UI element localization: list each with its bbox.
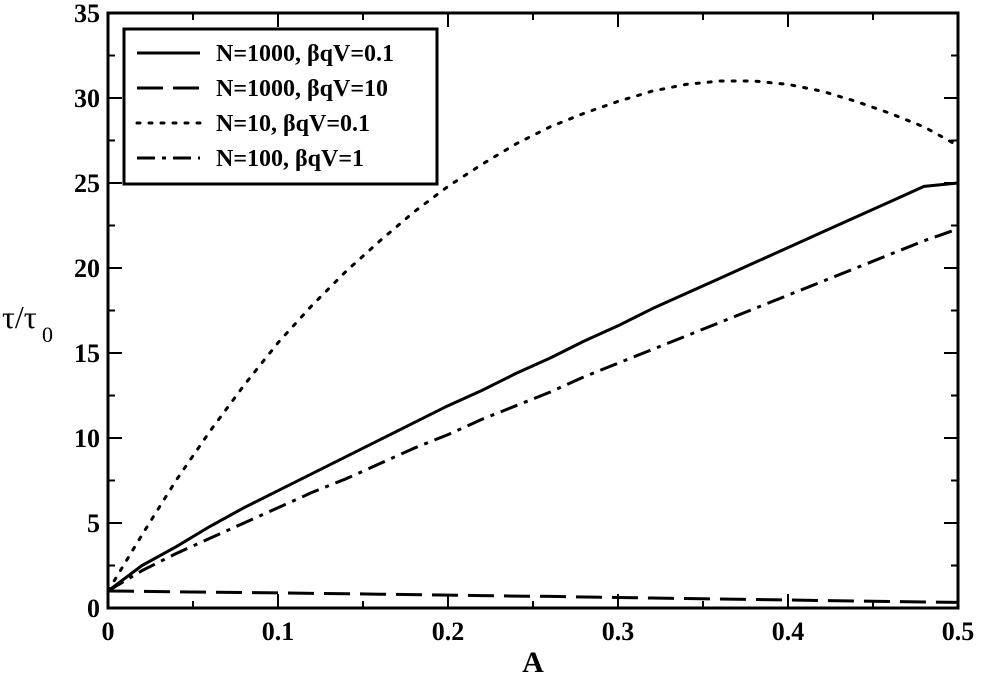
x-tick-label: 0.4 bbox=[772, 617, 805, 646]
legend-label-2: N=1000, βqV=10 bbox=[216, 76, 388, 102]
legend-label-3: N=10, βqV=0.1 bbox=[216, 111, 370, 137]
series-line-3 bbox=[106, 79, 960, 593]
series-line-2 bbox=[107, 589, 959, 604]
x-axis-label: A bbox=[522, 646, 544, 678]
y-tick-label: 20 bbox=[74, 254, 100, 283]
y-axis-label-main: τ/τ bbox=[2, 299, 37, 335]
plot-frame bbox=[106, 11, 960, 610]
y-tick-label: 0 bbox=[87, 594, 100, 623]
x-tick-label: 0.3 bbox=[602, 617, 635, 646]
y-tick-label: 15 bbox=[74, 339, 100, 368]
y-tick-label: 35 bbox=[74, 0, 100, 28]
series-layer bbox=[106, 79, 960, 604]
legend-label-1: N=1000, βqV=0.1 bbox=[216, 41, 394, 67]
series-line-4 bbox=[107, 227, 959, 593]
legend-label-4: N=100, βqV=1 bbox=[216, 146, 364, 172]
x-tick-label: 0 bbox=[102, 617, 115, 646]
y-axis-label: τ/τ 0 bbox=[2, 299, 53, 347]
x-tick-label: 0.5 bbox=[942, 617, 975, 646]
x-tick-labels: 0 0.1 0.2 0.3 0.4 0.5 bbox=[102, 617, 975, 646]
series-line-1 bbox=[107, 181, 959, 593]
y-tick-label: 5 bbox=[87, 509, 100, 538]
y-axis-label-subscript: 0 bbox=[42, 322, 53, 347]
y-tick-label: 10 bbox=[74, 424, 100, 453]
y-tick-labels: 0 5 10 15 20 25 30 35 bbox=[74, 0, 100, 623]
x-tick-label: 0.2 bbox=[432, 617, 465, 646]
x-tick-label: 0.1 bbox=[262, 617, 295, 646]
legend: N=1000, βqV=0.1 N=1000, βqV=10 N=10, βqV=0… bbox=[122, 27, 439, 186]
y-tick-label: 25 bbox=[74, 169, 100, 198]
y-tick-label: 30 bbox=[74, 84, 100, 113]
